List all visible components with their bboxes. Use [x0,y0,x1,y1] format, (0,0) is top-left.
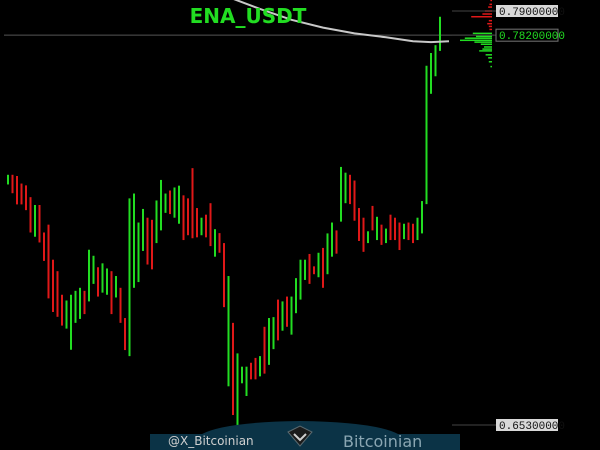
price-bars [7,16,441,429]
tick-label-box [495,28,559,42]
watermark-brand: Bitcoinian [343,432,422,450]
volume-profile-bar [460,39,492,42]
chart-title: ENA_USDT [190,4,307,28]
volume-profile-bar [488,57,492,59]
watermark-banner: @X_Bitcoinian Bitcoinian [150,421,460,450]
volume-profile-bar [480,43,492,45]
bitcoinian-logo-icon [287,425,313,447]
volume-profile-bar [482,13,492,15]
volume-profile-bar [484,46,492,48]
volume-profile-bar [474,41,492,43]
moving-average-line [233,0,450,44]
volume-profile-bar [487,22,492,25]
tick-label: 0.78200000 [499,31,565,43]
tick-label: 0.79000000 [499,7,565,19]
tick-label-box [496,419,558,431]
volume-profile-bar [485,54,492,56]
volume-profile-bar [489,3,492,6]
y-axis-ticks: 0.79000000 0.78200000 0.65300000 [452,5,565,433]
volume-profile-bar [488,19,492,22]
volume-profile-bar [471,15,492,18]
volume-profile-bar [488,6,492,8]
volume-profile-bar [482,48,492,50]
volume-profile-bar [490,0,492,2]
volume-profile-bar [476,35,492,38]
volume-profile-bar [464,37,492,39]
tick-label-box [496,5,558,17]
watermark-handle: @X_Bitcoinian [168,434,254,448]
volume-profile-bar [488,25,492,28]
volume-profile-bar [490,65,492,68]
volume-profile-bar [479,50,492,52]
volume-profile-bar [472,32,492,35]
volume-profile-bar [488,61,492,63]
tick-label: 0.65300000 [499,421,565,433]
volume-profile-bar [489,28,492,31]
